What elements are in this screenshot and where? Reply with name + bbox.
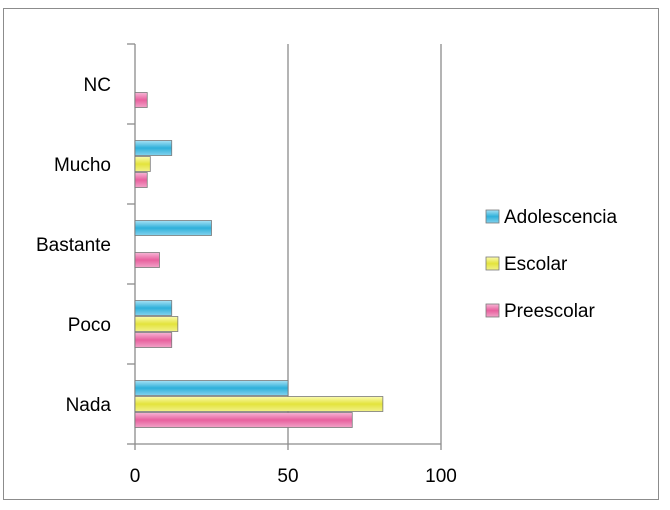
category-labels: Nada Poco Bastante Mucho NC	[36, 75, 111, 416]
x-tick-labels: 0 50 100	[130, 466, 457, 487]
legend-swatch-preescolar	[485, 303, 500, 318]
bar-escolar-mucho	[134, 156, 151, 172]
legend-label-adolescencia: Adolescencia	[504, 207, 617, 228]
category-label-poco: Poco	[68, 315, 111, 336]
bar-adolescencia-poco	[134, 300, 173, 316]
bar-preescolar-nc	[134, 92, 148, 108]
bar-adolescencia-mucho	[134, 140, 173, 156]
bar-adolescencia-bastante	[134, 220, 212, 236]
legend-swatch-adolescencia	[485, 209, 500, 224]
bar-escolar-nada	[134, 396, 384, 412]
legend: Adolescencia Escolar Preescolar	[485, 207, 617, 322]
x-tick-label-0: 0	[130, 466, 141, 487]
gridlines	[287, 44, 442, 444]
category-label-bastante: Bastante	[36, 235, 111, 256]
x-tick-label-100: 100	[425, 466, 457, 487]
axes	[127, 43, 442, 450]
bar-adolescencia-nada	[134, 380, 289, 396]
legend-label-preescolar: Preescolar	[504, 301, 595, 322]
bar-preescolar-nada	[134, 412, 353, 428]
legend-label-escolar: Escolar	[504, 254, 568, 275]
legend-swatch-escolar	[485, 256, 500, 271]
category-label-mucho: Mucho	[54, 155, 111, 176]
bars	[134, 92, 384, 428]
bar-preescolar-poco	[134, 332, 173, 348]
x-tick-label-50: 50	[277, 466, 298, 487]
bar-escolar-poco	[134, 316, 179, 332]
category-label-nc: NC	[84, 75, 111, 96]
bar-preescolar-bastante	[134, 252, 160, 268]
category-label-nada: Nada	[66, 395, 112, 416]
bar-preescolar-mucho	[134, 172, 148, 188]
